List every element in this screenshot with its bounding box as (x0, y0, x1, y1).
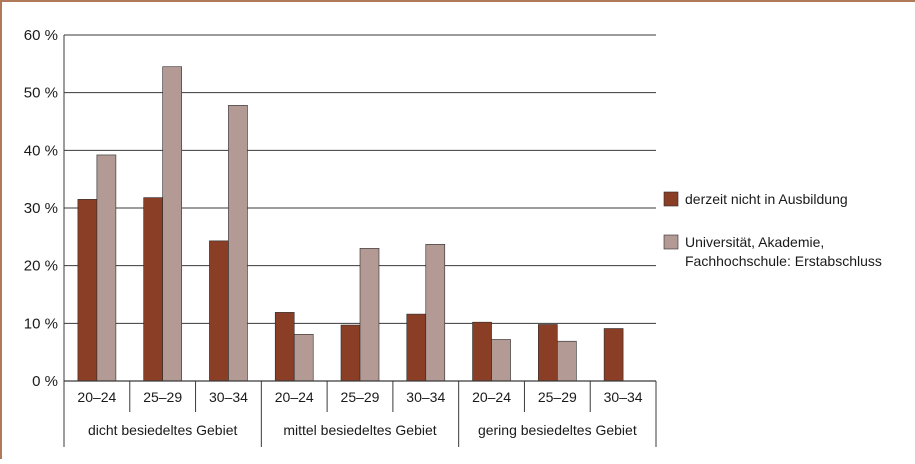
y-tick-label: 10 % (24, 315, 58, 332)
legend-swatch (663, 191, 679, 207)
group-label: dicht besiedeltes Gebiet (88, 422, 238, 438)
bar-nicht-in-ausbildung (538, 324, 558, 382)
category-label: 25–29 (143, 389, 182, 405)
bar-erstabschluss (491, 339, 511, 382)
bar-erstabschluss (96, 154, 117, 382)
legend-label: derzeit nicht in Ausbildung (685, 191, 848, 207)
bar-erstabschluss (293, 333, 314, 382)
category-label: 30–34 (209, 389, 248, 405)
bar-nicht-in-ausbildung (77, 199, 98, 382)
category-label: 20–24 (77, 389, 116, 405)
bar-nicht-in-ausbildung (274, 312, 295, 382)
bar-nicht-in-ausbildung (143, 197, 163, 382)
category-label: 30–34 (406, 389, 445, 405)
y-tick-label: 0 % (32, 373, 58, 390)
group-label: mittel besiedeltes Gebiet (283, 422, 436, 438)
bar-erstabschluss (228, 105, 248, 382)
bar-erstabschluss (359, 248, 380, 382)
y-tick-label: 60 % (24, 27, 58, 44)
y-tick-label: 50 % (24, 85, 58, 102)
y-tick-label: 30 % (24, 200, 58, 217)
bar-nicht-in-ausbildung (472, 321, 492, 382)
y-tick-label: 40 % (24, 142, 58, 159)
bar-erstabschluss (557, 340, 577, 382)
group-label: gering besiedeltes Gebiet (478, 422, 637, 438)
category-label: 25–29 (538, 389, 577, 405)
bar-nicht-in-ausbildung (209, 240, 229, 382)
legend-label: Fachhochschule: Erstabschluss (685, 253, 882, 269)
legend-swatch (663, 234, 679, 250)
category-label: 25–29 (341, 389, 380, 405)
category-label: 20–24 (472, 389, 511, 405)
category-label: 20–24 (275, 389, 314, 405)
bar-nicht-in-ausbildung (406, 313, 427, 382)
category-label: 30–34 (604, 389, 643, 405)
bar-nicht-in-ausbildung (603, 328, 624, 382)
legend-label: Universität, Akademie, (685, 234, 824, 250)
bar-nicht-in-ausbildung (340, 324, 361, 382)
bar-erstabschluss (162, 66, 182, 382)
y-tick-label: 20 % (24, 258, 58, 275)
bar-erstabschluss (425, 244, 446, 382)
